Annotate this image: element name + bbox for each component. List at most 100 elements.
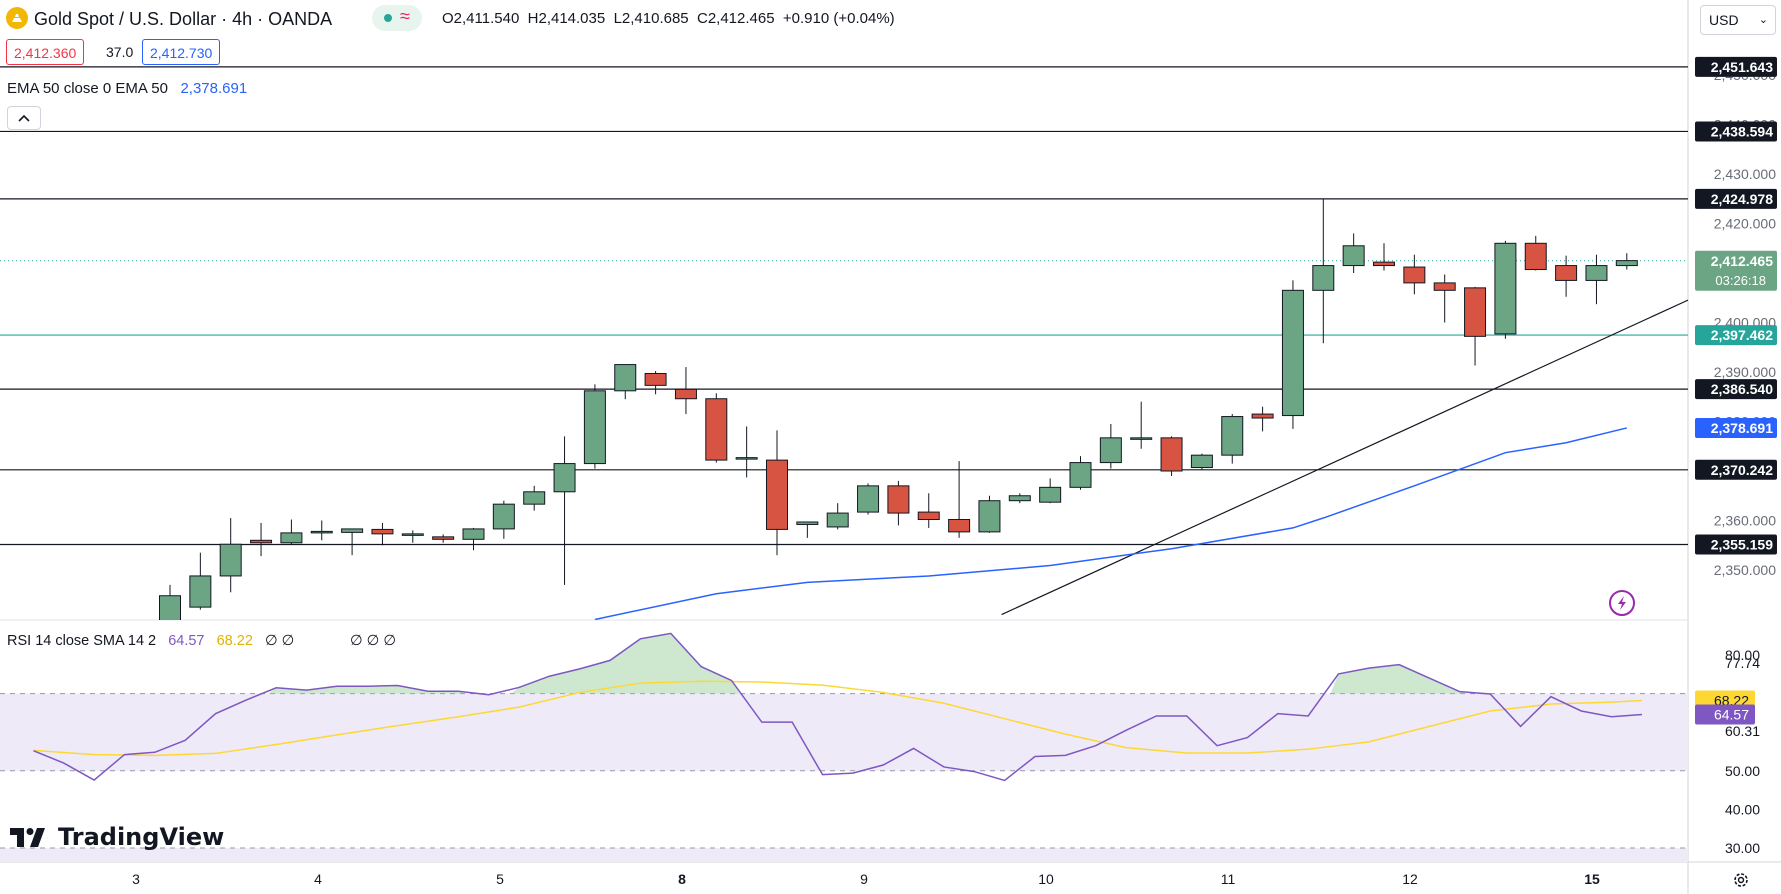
candle-body (1524, 242, 1547, 271)
candle-body (1099, 437, 1122, 464)
ohlc-low: L2,410.685 (613, 10, 689, 27)
tradingview-logo-text: TradingView (58, 823, 225, 851)
candle-body (432, 536, 455, 540)
approx-icon: ≈ (400, 6, 410, 26)
collapse-legend-button[interactable] (7, 106, 41, 130)
candle-up (1221, 414, 1244, 464)
ohlc-change: +0.910 (+0.04%) (782, 10, 895, 27)
ohlc-values: O2,411.540 H2,414.035 L2,410.685 C2,412.… (442, 10, 895, 27)
candle-up (341, 528, 364, 556)
rsi-band (0, 693, 1688, 771)
candle-body (1160, 437, 1183, 472)
candle-body (553, 463, 576, 493)
sell-price-button[interactable]: 2,412.360 (6, 39, 85, 65)
candle-body (1221, 416, 1244, 456)
candle-body (978, 500, 1001, 533)
rsi-band-lower (0, 848, 1688, 862)
candle-down (766, 430, 788, 556)
candle-body (1039, 486, 1062, 503)
spread-value: 37.0 (106, 44, 134, 60)
x-tick-label: 11 (1221, 871, 1236, 887)
tradingview-logo[interactable]: TradingView (10, 822, 224, 852)
candle-body (674, 388, 697, 400)
level-tag-bg (1695, 121, 1777, 142)
settings-gear-icon[interactable] (1734, 873, 1748, 887)
candle-body (1312, 265, 1335, 291)
level-tag: 2,386.540 (1711, 381, 1773, 397)
candle-down (705, 393, 728, 463)
x-tick-label: 3 (132, 871, 140, 887)
current-price-tag-bg (1695, 250, 1777, 291)
candle-up (857, 483, 880, 515)
y-tick-label: 2,390.000 (1714, 364, 1776, 380)
candle-up (1585, 254, 1608, 305)
candle-down (674, 367, 697, 415)
level-tag-bg (1695, 379, 1777, 400)
candle-body (735, 457, 758, 460)
ema-tag: 2,378.691 (1711, 420, 1773, 436)
currency-select[interactable]: USD ⌄ (1700, 5, 1776, 35)
candle-up (553, 436, 576, 585)
candle-down (887, 480, 910, 526)
ohlc-close: C2,412.465 (696, 10, 775, 27)
candle-down (948, 461, 971, 538)
candle-up (189, 552, 212, 610)
level-tag: 2,451.643 (1711, 59, 1773, 75)
current-price-tag-countdown: 03:26:18 (1715, 273, 1766, 288)
candle-body (250, 539, 273, 544)
ema-tag-bg (1695, 417, 1777, 438)
y-tick-label: 2,350.000 (1714, 562, 1776, 578)
level-tag-bg (1695, 459, 1777, 480)
support-tag: 2,397.462 (1711, 327, 1773, 343)
candle-body (1615, 260, 1638, 267)
candle-up (1342, 233, 1365, 273)
rsi-extra-b: ∅ ∅ ∅ (350, 633, 396, 649)
candle-body (310, 530, 333, 534)
candle-body (644, 372, 667, 386)
candle-body (1494, 242, 1517, 335)
candle-down (1251, 406, 1274, 432)
level-tag: 2,370.242 (1711, 462, 1773, 478)
market-open-dot-icon (384, 14, 392, 22)
candle-down (644, 371, 667, 395)
x-tick-label: 5 (496, 871, 504, 887)
candle-down (1403, 254, 1426, 295)
candle-up (1312, 198, 1335, 344)
level-tag-bg (1695, 534, 1777, 555)
chevron-up-icon (18, 114, 30, 122)
candle-down (371, 522, 394, 546)
candle-body (705, 398, 728, 461)
candle-up (614, 364, 637, 400)
candle-down (432, 534, 455, 543)
ema-legend[interactable]: EMA 50 close 0 EMA 50 2,378.691 (7, 80, 247, 97)
level-tag: 2,438.594 (1711, 123, 1773, 139)
symbol-title[interactable]: Gold Spot / U.S. Dollar · 4h · OANDA (34, 9, 333, 29)
candle-body (887, 485, 910, 514)
candle-up (219, 518, 242, 593)
candle-body (857, 485, 880, 513)
lightning-icon[interactable] (1609, 590, 1635, 616)
current-price-tag: 2,412.465 (1711, 253, 1773, 269)
candle-body (1373, 261, 1395, 267)
candle-body (401, 533, 424, 536)
candle-body (614, 364, 637, 392)
candle-body (1585, 265, 1608, 281)
rsi-legend[interactable]: RSI 14 close SMA 14 2 64.57 68.22 ∅ ∅ (7, 633, 294, 649)
chevron-down-icon: ⌄ (1758, 14, 1768, 26)
level-tag-bg (1695, 56, 1777, 77)
candle-body (341, 528, 364, 533)
market-status-badge[interactable]: ≈ (372, 5, 422, 31)
candle-body (1555, 265, 1578, 281)
candle-body (1190, 454, 1213, 469)
candle-up (523, 485, 546, 511)
rsi-tick-label: 50.00 (1725, 763, 1760, 779)
y-tick-label: 2,360.000 (1714, 513, 1776, 529)
candle-up (735, 426, 758, 478)
ema-label: EMA 50 close 0 EMA 50 (7, 80, 168, 97)
candle-body (1342, 245, 1365, 267)
candle-body (583, 390, 606, 465)
candle-up (310, 520, 333, 541)
ohlc-open: O2,411.540 (442, 10, 520, 27)
buy-price-button[interactable]: 2,412.730 (142, 39, 221, 65)
